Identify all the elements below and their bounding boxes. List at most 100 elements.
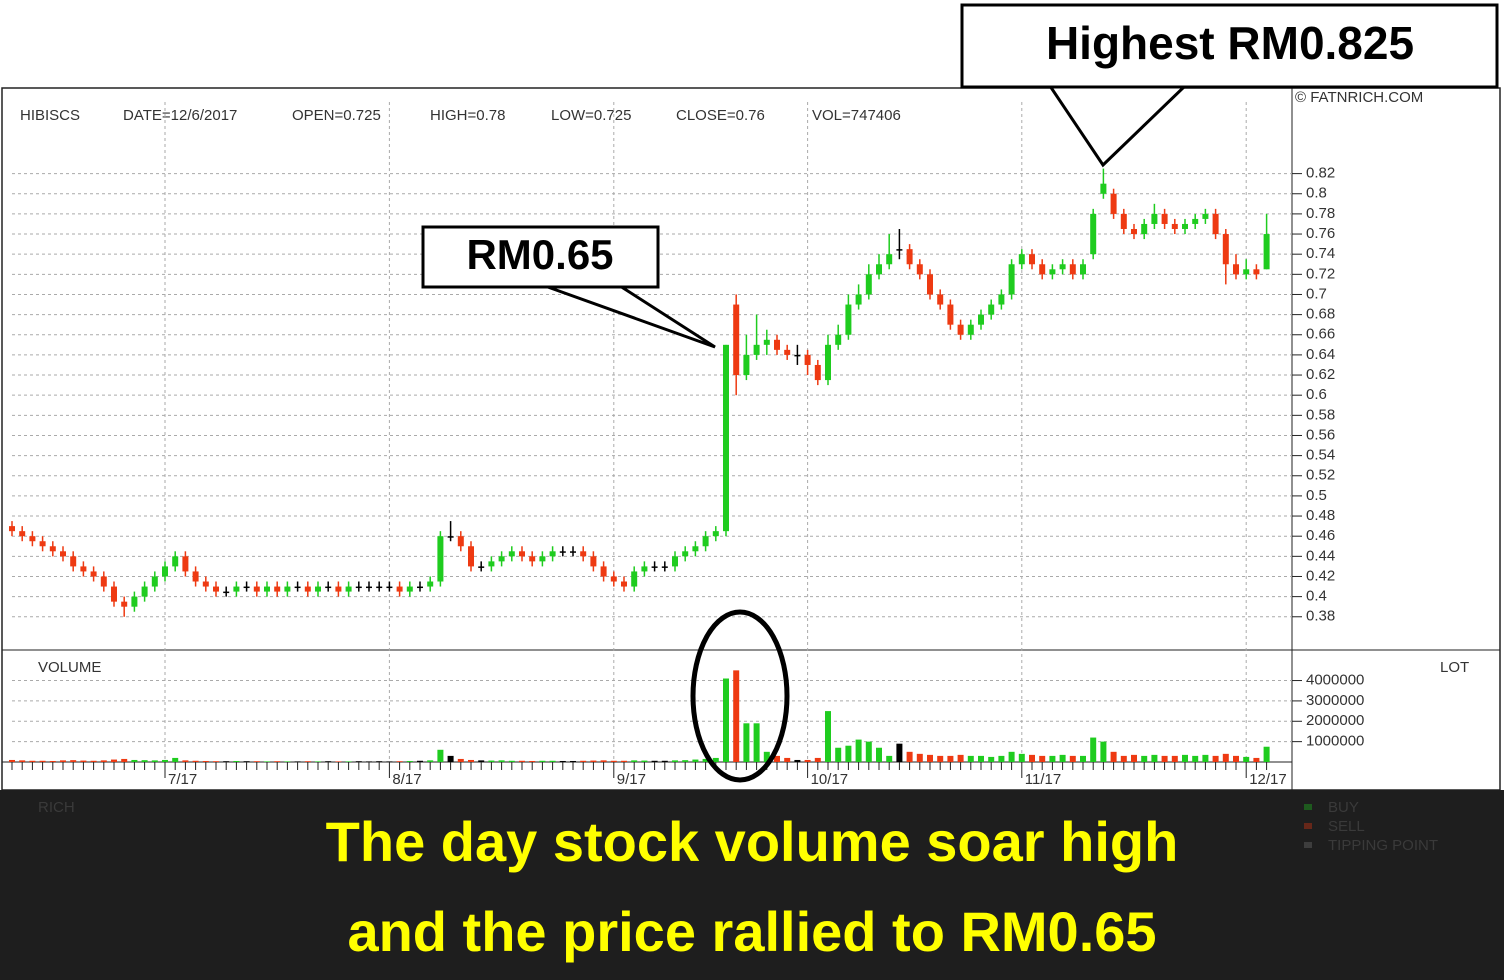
- x-tick-label: 11/17: [1025, 771, 1061, 788]
- candle-body: [182, 556, 189, 572]
- candle-body: [325, 586, 332, 589]
- candle-body: [692, 546, 699, 552]
- volume-bar: [998, 755, 1005, 762]
- y-tick-label: 1000000: [1306, 733, 1364, 750]
- candle-body: [162, 566, 168, 577]
- volume-bar: [335, 761, 342, 762]
- candle-body: [896, 249, 903, 251]
- volume-bar: [1182, 754, 1188, 762]
- volume-bar: [784, 757, 791, 762]
- caption-band: [0, 790, 1504, 980]
- candle-body: [192, 571, 199, 582]
- volume-bar: [1253, 757, 1260, 762]
- volume-bar: [661, 760, 668, 762]
- candle-body: [600, 566, 607, 577]
- volume-bar: [1069, 755, 1076, 762]
- volume-bar: [100, 760, 107, 762]
- volume-bar: [345, 761, 352, 762]
- candle-body: [743, 354, 750, 376]
- candle-body: [876, 264, 882, 275]
- volume-unit: LOT: [1440, 659, 1469, 676]
- candle-body: [1018, 254, 1025, 265]
- volume-bar: [519, 760, 525, 762]
- y-tick-label: 0.48: [1306, 507, 1335, 524]
- candle-body: [39, 541, 46, 547]
- candle-body: [274, 586, 281, 592]
- candle-body: [1059, 264, 1066, 270]
- candle-body: [294, 586, 301, 589]
- volume-bar: [549, 760, 556, 762]
- volume-bar: [988, 756, 995, 762]
- candle-body: [233, 586, 240, 592]
- volume-bar: [672, 760, 678, 762]
- candle-body: [529, 556, 536, 562]
- candle-body: [1120, 213, 1127, 230]
- candle-body: [978, 314, 984, 325]
- volume-bar: [498, 760, 505, 762]
- volume-bar: [213, 761, 219, 762]
- y-tick-label: 0.44: [1306, 547, 1335, 564]
- candle-body: [927, 274, 933, 295]
- candle-body: [1090, 213, 1097, 255]
- candle-body: [661, 566, 668, 568]
- volume-bar: [1202, 754, 1209, 762]
- y-tick-label: 0.66: [1306, 326, 1335, 343]
- volume-bar: [590, 760, 597, 762]
- candle-body: [947, 304, 954, 325]
- candle-body: [141, 586, 148, 597]
- candle-body: [610, 576, 617, 582]
- candle-body: [1069, 264, 1076, 275]
- volume-bar: [376, 761, 383, 762]
- candle-body: [988, 304, 995, 315]
- volume-bar: [304, 761, 311, 762]
- volume-bar: [825, 711, 831, 762]
- candle-body: [1202, 213, 1209, 219]
- volume-bar: [1151, 754, 1158, 762]
- candle-body: [559, 551, 566, 553]
- volume-bar: [386, 761, 393, 762]
- volume-bar: [1090, 737, 1097, 762]
- volume-bar: [202, 760, 209, 762]
- candle-body: [1243, 269, 1250, 275]
- candle-body: [1008, 264, 1015, 295]
- candle-body: [865, 274, 872, 295]
- candle-body: [682, 551, 689, 557]
- candle-body: [1080, 264, 1086, 275]
- volume-bar: [508, 760, 515, 762]
- volume-bar: [223, 761, 230, 762]
- y-tick-label: 0.78: [1306, 205, 1335, 222]
- legend-swatch: [1304, 804, 1312, 810]
- volume-bar: [253, 761, 260, 762]
- volume-bar: [1171, 755, 1178, 762]
- volume-bar: [651, 760, 658, 762]
- callout-box: [421, 225, 660, 289]
- candle-body: [937, 294, 944, 305]
- y-tick-label: 2000000: [1306, 712, 1364, 729]
- symbol: HIBISCS: [20, 107, 80, 124]
- volume-bar: [559, 760, 566, 762]
- volume-bar: [1141, 755, 1148, 762]
- candle-body: [1253, 269, 1260, 275]
- volume-bar: [417, 760, 423, 762]
- candle-body: [967, 324, 974, 335]
- frame: [1, 87, 1501, 791]
- volume-bar: [916, 753, 923, 762]
- volume-bar: [712, 757, 719, 762]
- candle-body: [253, 586, 260, 592]
- volume-bar: [1059, 754, 1066, 762]
- volume-bar: [131, 759, 138, 762]
- candle-body: [1161, 213, 1168, 224]
- y-tick-label: 0.76: [1306, 225, 1335, 242]
- volume-bar: [182, 760, 189, 762]
- volume-bar: [49, 760, 56, 762]
- volume-bar: [121, 758, 128, 762]
- volume-bar: [906, 751, 913, 762]
- candle-body: [549, 551, 556, 557]
- header-info: LOW=0.725: [551, 107, 631, 124]
- caption-line: and the price rallied to RM0.65: [347, 900, 1156, 963]
- volume-bar: [804, 759, 811, 762]
- x-tick-label: 8/17: [392, 771, 421, 788]
- volume-bar: [947, 755, 954, 762]
- candle-body: [172, 556, 179, 567]
